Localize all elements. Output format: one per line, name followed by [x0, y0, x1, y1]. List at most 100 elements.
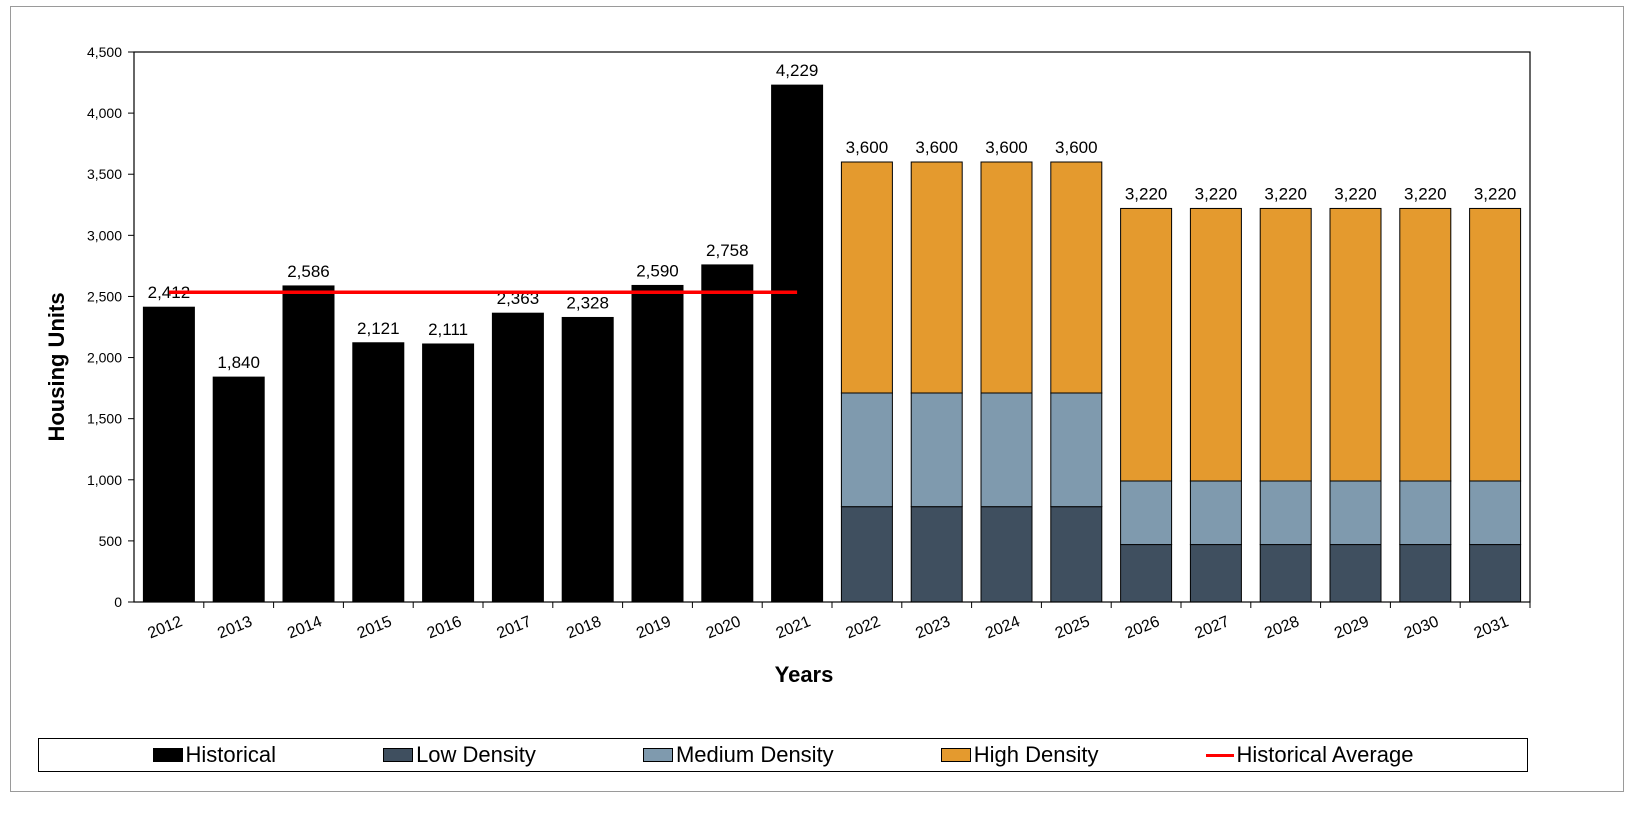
bar-low-density-2026 — [1120, 544, 1173, 603]
x-tick-label-2031: 2031 — [1472, 613, 1511, 642]
bar-medium-density-2028 — [1259, 480, 1312, 546]
data-label-2015: 2,121 — [357, 319, 400, 338]
bar-high-density-2022 — [840, 161, 893, 394]
legend-swatch-historical — [152, 748, 183, 762]
data-label-2024: 3,600 — [985, 138, 1028, 157]
legend-item-high-density: High Density — [940, 742, 1099, 768]
bar-high-density-2023 — [910, 161, 963, 394]
bar-low-density-2024 — [980, 506, 1033, 603]
x-tick-label-2019: 2019 — [634, 613, 673, 642]
bar-medium-density-2022 — [840, 392, 893, 508]
x-tick-label-2020: 2020 — [704, 613, 743, 642]
legend-item-low-density: Low Density — [383, 742, 536, 768]
x-tick-label-2016: 2016 — [425, 613, 464, 642]
legend-label: High Density — [973, 742, 1099, 767]
bar-low-density-2023 — [910, 506, 963, 603]
bars-layer — [142, 84, 1522, 603]
bar-high-density-2025 — [1050, 161, 1103, 394]
legend-swatch-medium-density — [642, 748, 673, 762]
bar-historical-2020 — [701, 264, 754, 603]
bar-historical-2021 — [771, 84, 824, 603]
bar-historical-2012 — [142, 306, 195, 603]
y-tick-label: 0 — [114, 594, 122, 610]
data-label-2021: 4,229 — [776, 61, 819, 80]
y-tick-label: 3,500 — [87, 166, 122, 182]
data-label-2013: 1,840 — [217, 353, 260, 372]
bar-high-density-2026 — [1120, 207, 1173, 482]
x-tick-label-2029: 2029 — [1332, 613, 1371, 642]
data-label-2031: 3,220 — [1474, 184, 1517, 203]
x-axis-label: Years — [775, 662, 834, 687]
bar-low-density-2031 — [1469, 544, 1522, 603]
y-tick-label: 500 — [99, 533, 123, 549]
y-tick-label: 2,500 — [87, 288, 122, 304]
bar-historical-2014 — [282, 285, 335, 603]
bar-historical-2017 — [491, 312, 544, 603]
bar-high-density-2029 — [1329, 207, 1382, 482]
y-tick-label: 3,000 — [87, 227, 122, 243]
x-tick-label-2014: 2014 — [285, 613, 324, 642]
legend-label: Medium Density — [675, 742, 834, 767]
x-tick-label-2028: 2028 — [1262, 613, 1301, 642]
data-label-2026: 3,220 — [1125, 184, 1168, 203]
x-tick-label-2025: 2025 — [1053, 613, 1092, 642]
bar-low-density-2030 — [1399, 544, 1452, 603]
bar-historical-2019 — [631, 284, 684, 603]
bar-high-density-2027 — [1189, 207, 1242, 482]
bar-medium-density-2031 — [1469, 480, 1522, 546]
bar-high-density-2030 — [1399, 207, 1452, 482]
data-label-2014: 2,586 — [287, 262, 330, 281]
bar-high-density-2024 — [980, 161, 1033, 394]
x-tick-label-2022: 2022 — [844, 613, 883, 642]
legend: Historical Low Density Medium Density Hi… — [38, 738, 1528, 772]
bar-medium-density-2030 — [1399, 480, 1452, 546]
legend-swatch-historical-average — [1205, 753, 1234, 757]
data-label-2022: 3,600 — [846, 138, 889, 157]
bar-low-density-2022 — [840, 506, 893, 603]
legend-label: Low Density — [416, 742, 536, 767]
data-label-2028: 3,220 — [1264, 184, 1307, 203]
bar-low-density-2027 — [1189, 544, 1242, 603]
data-label-2025: 3,600 — [1055, 138, 1098, 157]
bar-high-density-2028 — [1259, 207, 1312, 482]
data-label-2029: 3,220 — [1334, 184, 1377, 203]
y-axis-label: Housing Units — [44, 292, 69, 441]
y-tick-label: 2,000 — [87, 350, 122, 366]
data-label-2020: 2,758 — [706, 241, 749, 260]
legend-item-historical-average: Historical Average — [1205, 742, 1414, 768]
x-tick-label-2013: 2013 — [215, 613, 254, 642]
bar-historical-2013 — [212, 376, 265, 603]
bar-low-density-2029 — [1329, 544, 1382, 603]
data-label-2027: 3,220 — [1195, 184, 1238, 203]
y-tick-label: 4,500 — [87, 44, 122, 60]
bar-historical-2016 — [422, 343, 475, 603]
bar-historical-2018 — [561, 316, 614, 603]
data-label-2019: 2,590 — [636, 261, 679, 280]
x-tick-label-2018: 2018 — [564, 613, 603, 642]
bar-low-density-2025 — [1050, 506, 1103, 603]
x-tick-label-2023: 2023 — [913, 613, 952, 642]
bar-high-density-2031 — [1469, 207, 1522, 482]
legend-label: Historical Average — [1236, 742, 1414, 767]
x-tick-label-2021: 2021 — [774, 613, 813, 642]
data-label-2030: 3,220 — [1404, 184, 1447, 203]
legend-label: Historical — [185, 742, 276, 767]
x-tick-label-2030: 2030 — [1402, 613, 1441, 642]
x-tick-label-2015: 2015 — [355, 613, 394, 642]
legend-item-medium-density: Medium Density — [642, 742, 834, 768]
x-tick-label-2012: 2012 — [146, 613, 185, 642]
x-tick-label-2027: 2027 — [1193, 613, 1232, 642]
legend-item-historical: Historical — [152, 742, 276, 768]
bar-historical-2015 — [352, 342, 405, 603]
bar-medium-density-2027 — [1189, 480, 1242, 546]
y-tick-label: 1,000 — [87, 472, 122, 488]
bar-medium-density-2029 — [1329, 480, 1382, 546]
legend-swatch-low-density — [383, 748, 414, 762]
data-label-2018: 2,328 — [566, 293, 609, 312]
y-tick-label: 1,500 — [87, 411, 122, 427]
x-tick-label-2017: 2017 — [495, 613, 534, 642]
bar-medium-density-2025 — [1050, 392, 1103, 508]
plot-area-border — [133, 51, 1531, 603]
